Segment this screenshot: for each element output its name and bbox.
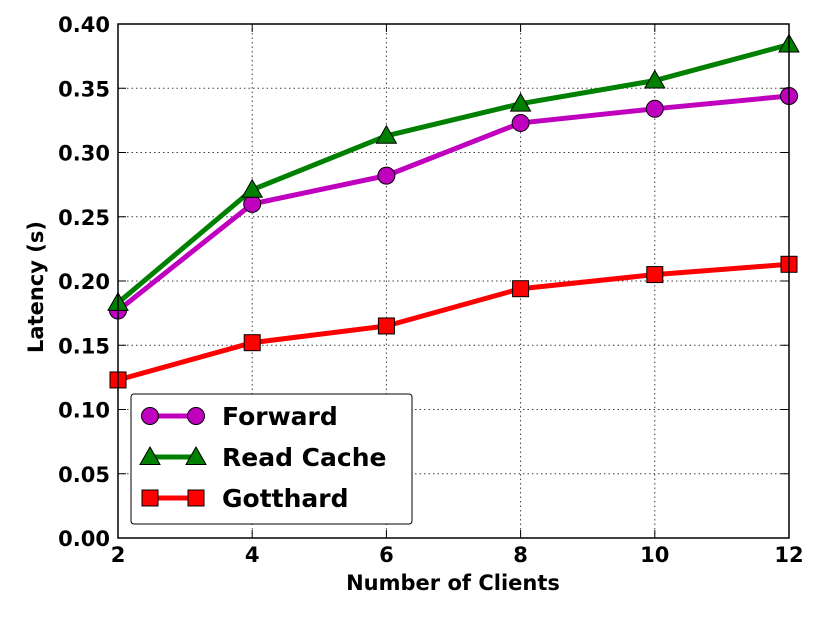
read-cache-point <box>643 69 666 89</box>
x-tick-label: 8 <box>513 543 528 567</box>
legend-marker <box>141 407 159 425</box>
y-tick-label: 0.15 <box>58 334 110 358</box>
forward-line <box>116 93 790 313</box>
x-tick-label: 4 <box>245 543 260 567</box>
y-tick-label: 0.35 <box>58 77 110 101</box>
y-tick-label: 0.10 <box>58 399 110 423</box>
series-gotthard <box>109 255 798 389</box>
legend-label: Forward <box>222 402 338 431</box>
gotthard-line <box>117 261 790 383</box>
y-tick-label: 0.00 <box>58 527 110 551</box>
legend-entry-forward: Forward <box>141 402 338 431</box>
x-axis-label: Number of Clients <box>346 571 560 595</box>
legend-label: Read Cache <box>222 443 386 472</box>
legend: Forward Read Cache Gotthard <box>130 393 413 525</box>
forward-point <box>377 166 396 185</box>
gotthard-point <box>512 280 530 298</box>
read-cache-line <box>116 42 790 305</box>
x-tick-label: 12 <box>774 543 803 567</box>
x-tick-label: 2 <box>111 543 126 567</box>
x-tick-label: 10 <box>640 543 669 567</box>
gotthard-point <box>243 334 261 352</box>
gotthard-point <box>377 317 395 335</box>
series-layer <box>107 33 800 389</box>
legend-marker <box>185 445 207 465</box>
read-cache-point <box>375 124 398 144</box>
legend-entry-gotthard: Gotthard <box>141 484 349 513</box>
y-tick-label: 0.05 <box>58 463 110 487</box>
forward-point <box>645 99 664 118</box>
legend-entry-read-cache: Read Cache <box>139 443 386 472</box>
legend-label: Gotthard <box>222 484 349 513</box>
ticks: 2 4 6 8 10 12 0.00 0.05 0.10 0.15 0.20 0.25 0.30 0.35… <box>58 13 803 567</box>
x-tick-label: 6 <box>379 543 394 567</box>
legend-marker <box>141 489 159 507</box>
y-tick-label: 0.20 <box>58 270 110 294</box>
legend-marker <box>187 407 205 425</box>
legend-marker <box>187 489 205 507</box>
forward-point <box>511 113 530 132</box>
y-tick-label: 0.30 <box>58 142 110 166</box>
gotthard-point <box>646 266 664 284</box>
y-tick-label: 0.25 <box>58 206 110 230</box>
y-axis-label: Latency (s) <box>24 221 48 353</box>
read-cache-point <box>509 92 532 112</box>
y-tick-label: 0.40 <box>58 13 110 37</box>
legend-marker <box>139 445 161 465</box>
read-cache-point <box>241 178 264 198</box>
